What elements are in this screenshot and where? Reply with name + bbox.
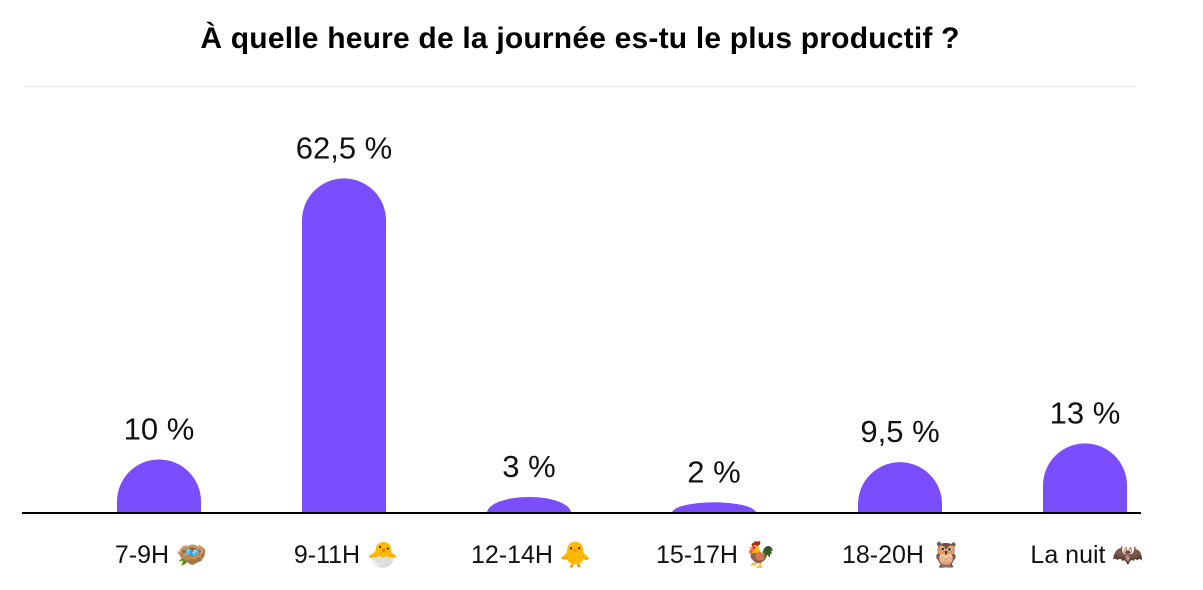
value-label-0: 10 % xyxy=(124,411,195,446)
bar-5 xyxy=(1043,443,1127,513)
x-labels-group: 7-9H 🪺 9-11H 🐣 12-14H 🐥 15-17H 🐓 18-20H 🦉 La … xyxy=(115,540,1144,569)
x-tick-label-4: 18-20H 🦉 xyxy=(842,541,962,569)
bar-1 xyxy=(302,178,386,513)
bar-0 xyxy=(117,459,201,513)
x-tick-label-3: 15-17H 🐓 xyxy=(656,540,776,569)
value-label-3: 2 % xyxy=(687,454,740,489)
x-tick-label-2: 12-14H 🐥 xyxy=(471,540,591,569)
bars-group xyxy=(117,178,1127,513)
bar-3 xyxy=(672,502,756,513)
title-divider xyxy=(24,86,1136,87)
bar-2 xyxy=(487,496,571,513)
chart-title: À quelle heure de la journée es-tu le pl… xyxy=(200,22,960,55)
x-tick-label-1: 9-11H 🐣 xyxy=(294,540,398,569)
value-label-4: 9,5 % xyxy=(860,414,939,449)
value-label-2: 3 % xyxy=(502,449,555,484)
x-tick-label-0: 7-9H 🪺 xyxy=(115,541,207,569)
value-label-5: 13 % xyxy=(1050,395,1121,430)
value-label-1: 62,5 % xyxy=(296,130,393,165)
x-tick-label-5: La nuit 🦇 xyxy=(1030,541,1143,569)
bar-4 xyxy=(858,462,942,513)
value-labels-group: 10 % 62,5 % 3 % 2 % 9,5 % 13 % xyxy=(124,130,1121,489)
